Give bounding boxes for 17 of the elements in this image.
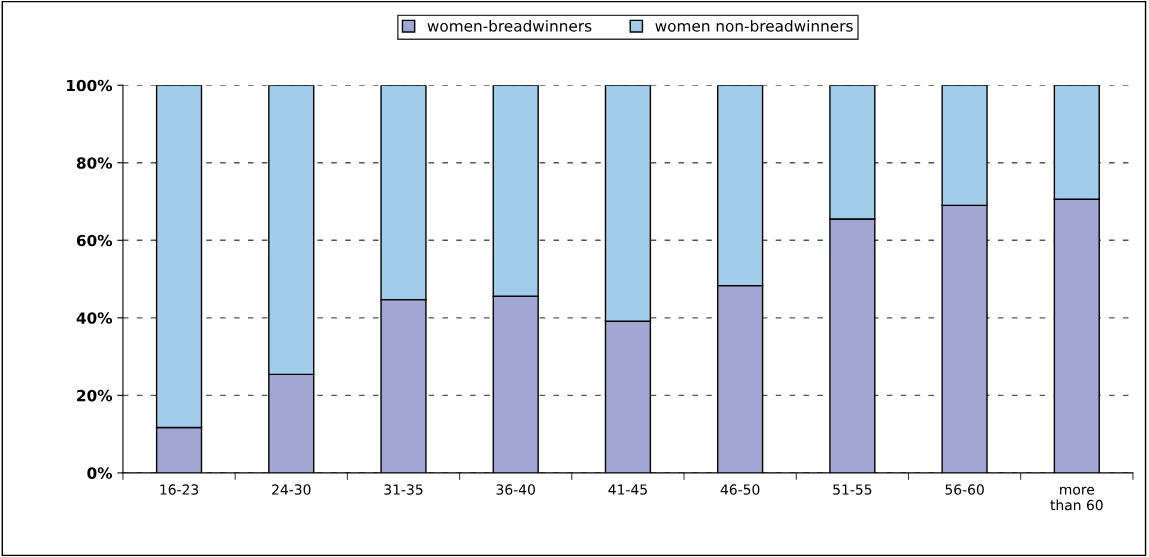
y-tick-label: 80% bbox=[76, 157, 113, 169]
x-tick-label: 41-45 bbox=[608, 484, 647, 495]
y-tick-label: 40% bbox=[76, 312, 113, 324]
y-tick-label: 60% bbox=[76, 234, 113, 247]
y-tick-label: 0% bbox=[87, 467, 113, 479]
legend-label: women non-breadwinners bbox=[655, 19, 853, 32]
y-tick-label: 20% bbox=[77, 389, 113, 402]
x-tick-label: 51-55 bbox=[833, 484, 872, 495]
x-tick-label: 36-40 bbox=[496, 484, 535, 495]
x-tick-label: more than 60 bbox=[1050, 486, 1103, 511]
x-tick-label: 24-30 bbox=[272, 484, 311, 495]
x-tick-label: 56-60 bbox=[945, 484, 984, 495]
legend-label: women-breadwinners bbox=[427, 19, 592, 32]
x-tick-label: 46-50 bbox=[720, 484, 760, 495]
x-tick-label: 16-23 bbox=[160, 484, 199, 495]
y-tick-label: 100% bbox=[67, 79, 113, 92]
x-tick-label: 31-35 bbox=[384, 484, 423, 495]
